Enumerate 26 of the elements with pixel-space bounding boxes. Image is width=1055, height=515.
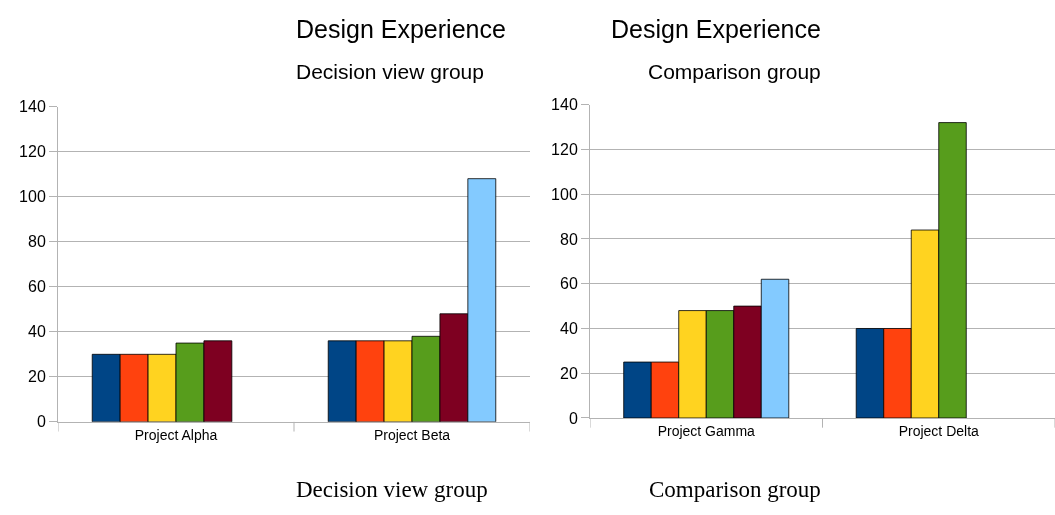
y-tick-label: 40 bbox=[560, 320, 578, 338]
y-tick-label: 140 bbox=[19, 98, 46, 116]
x-tick-label: Project Gamma bbox=[657, 422, 756, 439]
y-tick-label: 0 bbox=[568, 409, 578, 427]
y-tick-label: 120 bbox=[551, 141, 578, 159]
x-tick-label: Project Delta bbox=[898, 422, 980, 439]
y-tick-label: 100 bbox=[551, 185, 578, 203]
y-tick-label: 40 bbox=[28, 323, 46, 341]
y-tick-label: 120 bbox=[19, 143, 46, 161]
y-tick-label: 100 bbox=[19, 188, 46, 206]
y-tick-label: 140 bbox=[551, 96, 578, 114]
y-tick-label: 80 bbox=[560, 230, 578, 248]
x-tick-label: Project Alpha bbox=[134, 426, 218, 443]
y-tick-label: 60 bbox=[28, 278, 46, 296]
chart-title: Design Experience bbox=[611, 15, 821, 43]
text: Decision view group bbox=[296, 477, 488, 502]
y-tick-label: 20 bbox=[28, 368, 46, 386]
x-tick-label: Project Beta bbox=[373, 426, 451, 443]
y-tick-label: 80 bbox=[28, 233, 46, 251]
y-tick-label: 60 bbox=[560, 275, 578, 293]
chart-subtitle: Comparison group bbox=[648, 60, 821, 83]
y-tick-label: 20 bbox=[560, 364, 578, 382]
text: Comparison group bbox=[649, 477, 821, 502]
chart-subtitle: Decision view group bbox=[296, 60, 484, 83]
y-tick-label: 0 bbox=[36, 413, 46, 431]
chart-title: Design Experience bbox=[296, 15, 506, 43]
